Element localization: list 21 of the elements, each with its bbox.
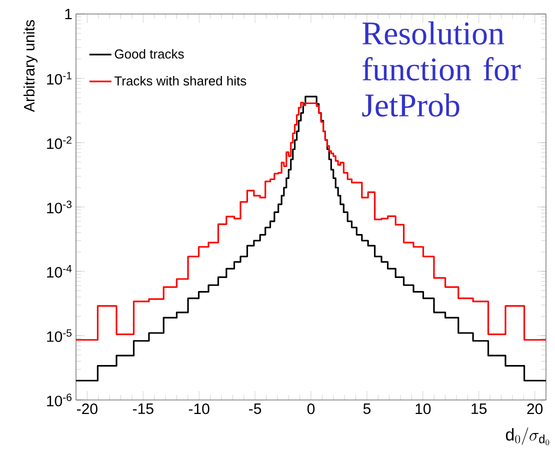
y-tick-label: 1 (65, 8, 72, 20)
y-tick-label: 10$^{-5}$ (47, 329, 72, 342)
x-tick-label: -20 (77, 404, 98, 414)
y-tick-label: 10$^{-4}$ (47, 265, 72, 278)
x-tick-label: 5 (363, 404, 370, 414)
y-axis-title: Arbitrary units (24, 20, 38, 112)
x-axis-title: $\mathrm{d}_0/\sigma_{\mathrm{d}_0}$ (506, 428, 550, 446)
x-tick-label: -15 (132, 404, 154, 414)
y-tick-label: 10$^{-6}$ (47, 394, 72, 406)
x-tick-label: 0 (307, 404, 315, 414)
y-tick-label: 10$^{-1}$ (47, 72, 72, 85)
x-tick-label: 10 (416, 404, 431, 414)
x-tick-label: 20 (527, 404, 543, 414)
legend-label: Good tracks (114, 49, 184, 59)
y-tick-label: 10$^{-3}$ (47, 200, 72, 214)
x-tick-label: -10 (188, 404, 210, 414)
annotation: Resolution function for JetProb (362, 21, 521, 117)
legend-label: Tracks with shared hits (114, 76, 246, 86)
x-tick-label: 15 (472, 404, 487, 414)
y-tick-label: 10$^{-2}$ (47, 136, 72, 150)
x-tick-label: -5 (249, 404, 262, 414)
